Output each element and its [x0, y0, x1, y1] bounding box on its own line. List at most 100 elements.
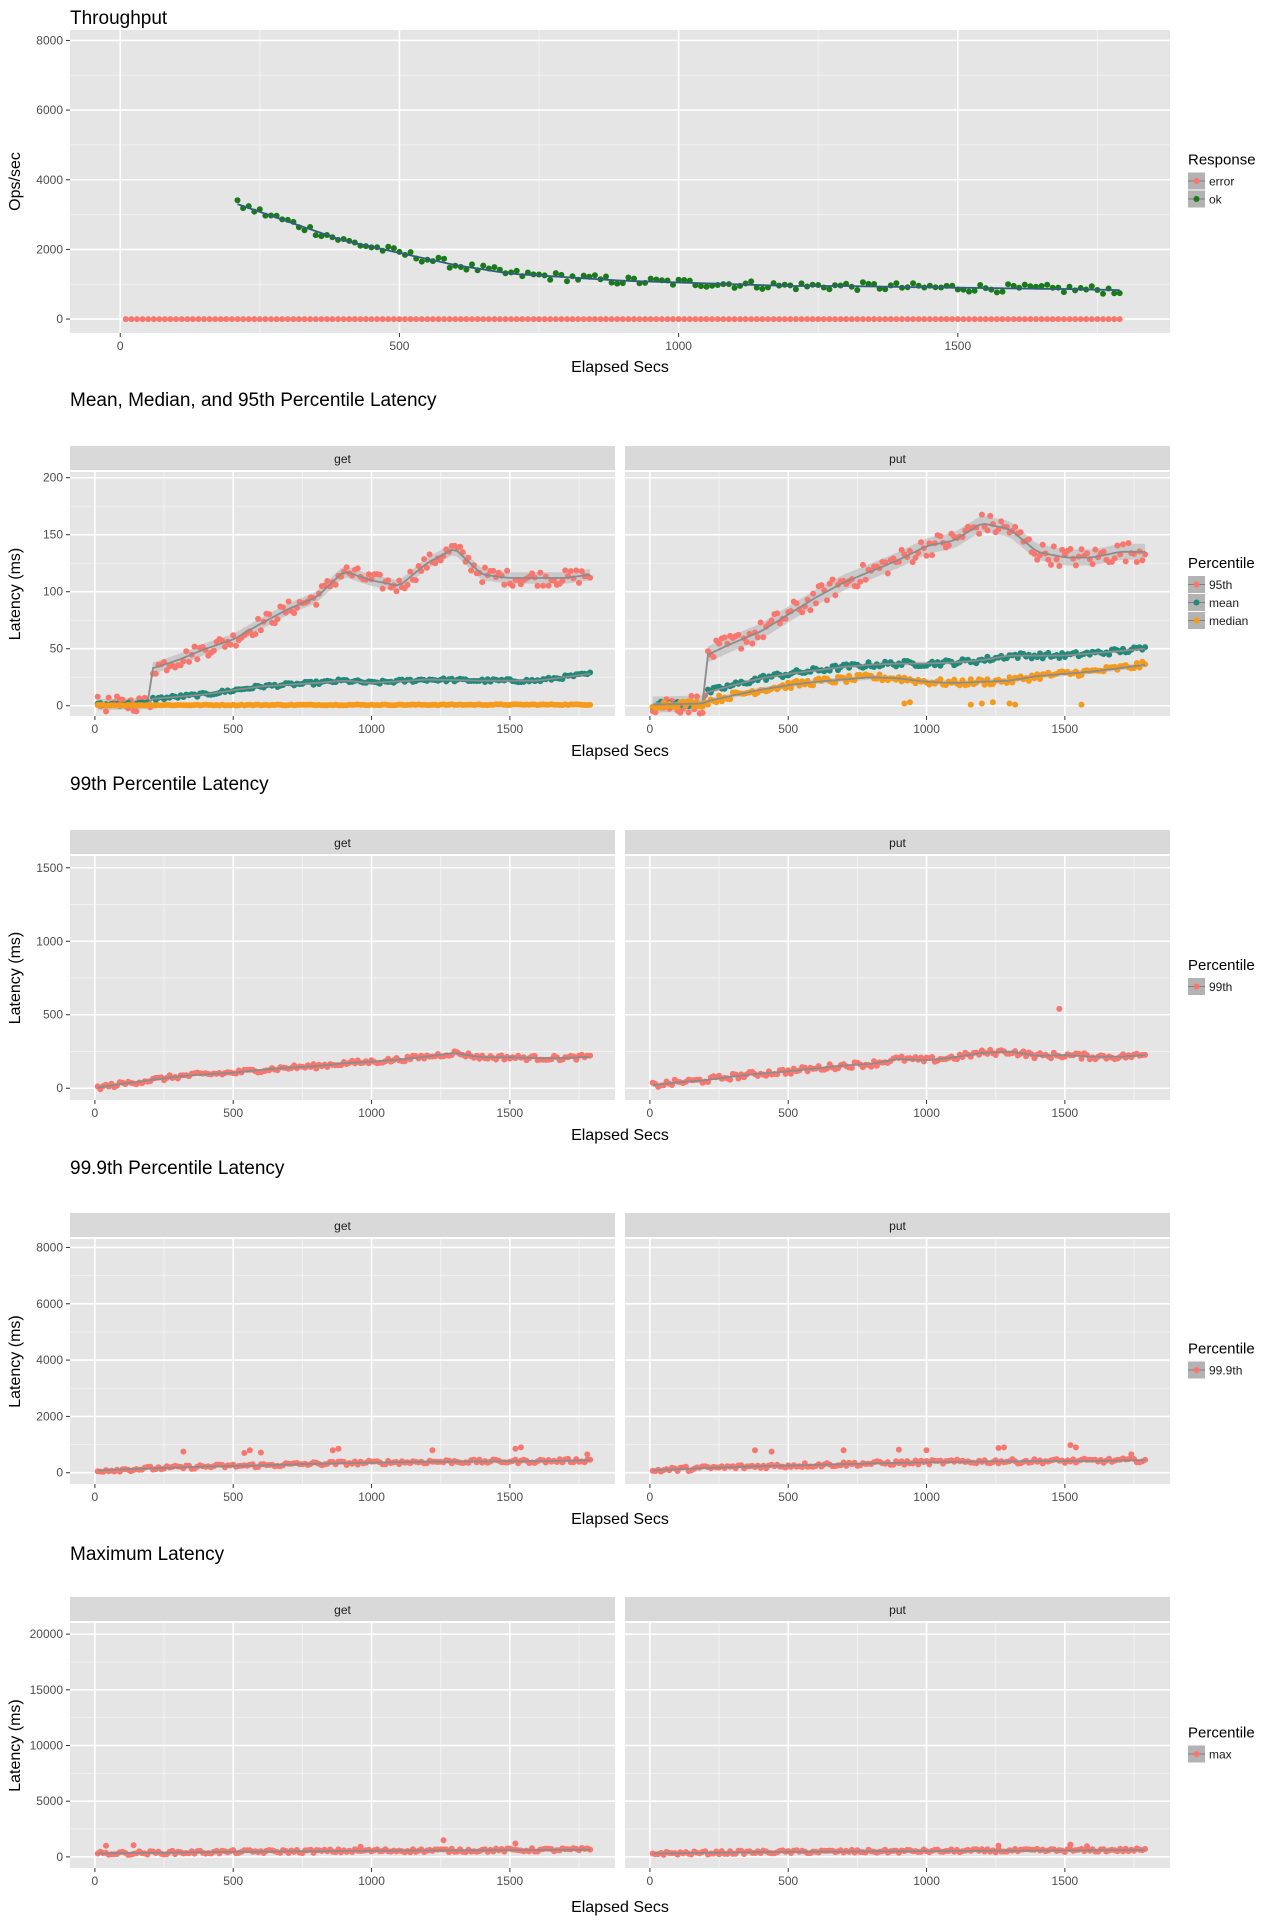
data-point: [859, 279, 866, 286]
legend-title: Response: [1188, 152, 1256, 169]
data-point: [915, 316, 922, 323]
y-tick-label: 200: [43, 471, 63, 485]
data-point: [122, 316, 129, 323]
data-point: [675, 316, 682, 323]
x-tick-label: 1500: [497, 1106, 524, 1120]
facet-put: put 0 500 1000 1500: [625, 446, 1170, 736]
x-tick-label: 500: [223, 1490, 243, 1504]
data-point: [754, 634, 761, 641]
x-tick-label: 1500: [1052, 1490, 1079, 1504]
data-point: [768, 1448, 775, 1455]
data-point: [558, 316, 565, 323]
data-point: [307, 316, 314, 323]
data-point: [402, 316, 408, 323]
data-point: [440, 1837, 447, 1844]
x-tick-label: 1000: [913, 1106, 940, 1120]
data-point: [993, 316, 1000, 323]
data-point: [1038, 316, 1045, 323]
data-point: [1012, 701, 1019, 708]
data-point: [421, 556, 428, 563]
data-point: [999, 288, 1006, 295]
data-point: [463, 266, 470, 273]
legend: Percentile max: [1188, 1725, 1255, 1763]
data-point: [234, 197, 241, 204]
data-point: [273, 316, 280, 323]
y-axis-title: Latency (ms): [7, 1315, 24, 1407]
chart-title: Maximum Latency: [70, 1544, 225, 1565]
data-point: [923, 552, 930, 559]
data-point: [1048, 1055, 1054, 1062]
data-point: [826, 286, 833, 293]
data-point: [1133, 660, 1140, 667]
data-point: [513, 267, 520, 274]
series-max: [649, 1841, 1149, 1858]
data-point: [898, 546, 905, 553]
data-point: [435, 316, 442, 323]
data-point: [954, 316, 961, 323]
data-point: [923, 1447, 930, 1454]
data-point: [854, 316, 861, 323]
y-tick-label: 150: [43, 528, 63, 542]
data-point: [710, 654, 717, 660]
data-point: [1048, 561, 1054, 568]
legend-key-point: [1193, 581, 1200, 588]
data-point: [508, 316, 515, 323]
data-point: [234, 316, 241, 323]
x-tick-label: 1000: [913, 1874, 940, 1888]
x-tick-label: 1000: [358, 1106, 385, 1120]
data-point: [501, 581, 508, 588]
x-tick-label: 1000: [358, 722, 385, 736]
data-point: [798, 280, 805, 287]
data-point: [938, 316, 945, 323]
data-point: [619, 316, 626, 323]
data-point: [457, 543, 464, 550]
data-point: [221, 643, 228, 650]
data-point: [793, 677, 800, 684]
data-point: [1077, 316, 1084, 323]
data-point: [882, 316, 889, 323]
x-tick-label: 1500: [497, 1490, 524, 1504]
facet-strip: [625, 830, 1170, 854]
data-point: [1001, 1444, 1007, 1451]
data-point: [257, 627, 264, 634]
data-point: [587, 1456, 594, 1463]
data-point: [551, 577, 558, 584]
data-point: [435, 254, 442, 261]
data-point: [887, 316, 894, 323]
data-point: [509, 582, 516, 589]
data-point: [1120, 541, 1126, 548]
data-point: [496, 316, 503, 323]
data-point: [279, 316, 286, 323]
facet-main: 0 500 1000 1500 0 2000 4000 6000 8000: [36, 30, 1170, 353]
data-point: [998, 518, 1005, 525]
chart-p99-latency: 99th Percentile Latency get 0 500 1000 1500 0 5…: [7, 774, 1255, 1144]
data-point: [967, 701, 974, 708]
data-point: [335, 1445, 342, 1452]
smooth-trend-line: [97, 548, 591, 706]
data-point: [470, 562, 477, 569]
data-point: [1092, 546, 1099, 553]
data-point: [781, 281, 788, 288]
y-tick-label: 0: [56, 1466, 63, 1480]
chart-title: 99.9th Percentile Latency: [70, 1158, 285, 1179]
data-point: [567, 568, 574, 575]
data-point: [929, 552, 936, 559]
data-point: [859, 561, 866, 568]
x-tick-label: 1000: [913, 722, 940, 736]
data-point: [537, 569, 544, 576]
data-point: [268, 316, 274, 323]
data-point: [580, 272, 587, 279]
data-point: [103, 708, 109, 715]
series-error: [122, 316, 1123, 323]
data-point: [156, 316, 163, 323]
legend-label: 95th: [1209, 578, 1232, 592]
data-point: [693, 693, 700, 700]
data-point: [429, 316, 436, 323]
data-point: [374, 316, 381, 323]
facet-strip: [70, 446, 615, 470]
data-point: [210, 647, 217, 654]
data-point: [937, 676, 944, 683]
data-point: [1133, 559, 1140, 565]
facet-get: get 0 500 1000 1500 0 500 1000 1500: [36, 830, 615, 1120]
